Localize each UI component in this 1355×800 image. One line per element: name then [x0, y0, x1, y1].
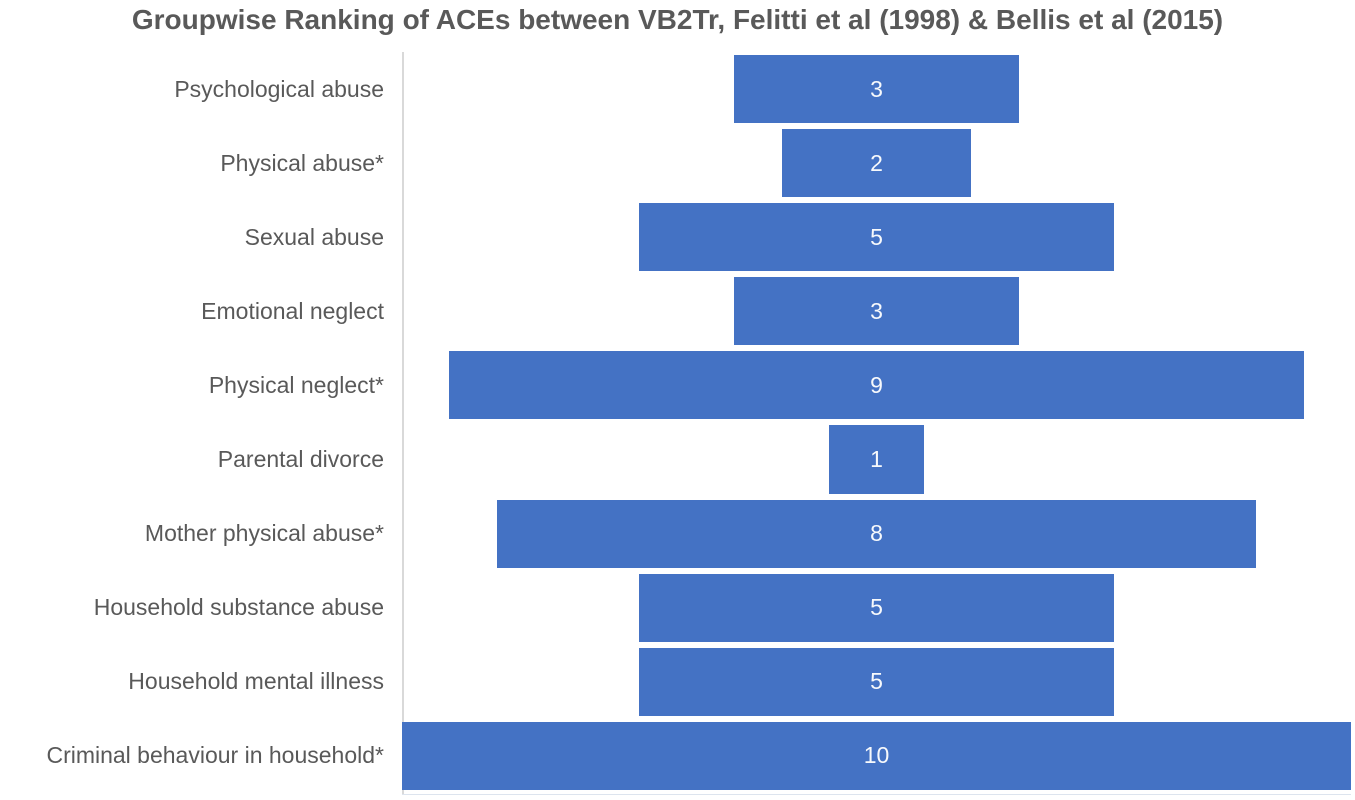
- bar-zone: 5: [402, 645, 1351, 719]
- category-label: Mother physical abuse*: [144, 520, 384, 547]
- bar-value-label: 1: [870, 446, 883, 473]
- bar-zone: 8: [402, 497, 1351, 571]
- chart-row: Sexual abuse 5: [0, 200, 1351, 274]
- chart-row: Household mental illness 5: [0, 645, 1351, 719]
- bar: 2: [781, 129, 972, 198]
- chart-row: Emotional neglect 3: [0, 274, 1351, 348]
- chart-row: Physical abuse* 2: [0, 126, 1351, 200]
- category-label: Parental divorce: [217, 446, 384, 473]
- x-axis-line: [402, 794, 1351, 795]
- chart-row: Parental divorce 1: [0, 422, 1351, 496]
- chart-title: Groupwise Ranking of ACEs between VB2Tr,…: [131, 4, 1224, 35]
- bar-zone: 10: [402, 719, 1351, 793]
- bar: 1: [829, 425, 924, 494]
- bar-zone: 1: [402, 422, 1351, 496]
- bar: 5: [639, 573, 1114, 642]
- bar-zone: 3: [402, 274, 1351, 348]
- chart-plot-area: Psychological abuse 3 Physical abuse* 2 Sexu…: [0, 52, 1351, 793]
- bar-value-label: 8: [870, 520, 883, 547]
- category-label: Psychological abuse: [174, 75, 384, 102]
- bar-zone: 5: [402, 200, 1351, 274]
- bar: 5: [639, 647, 1114, 716]
- category-label: Sexual abuse: [244, 223, 384, 250]
- category-label: Physical abuse*: [220, 149, 384, 176]
- bar: 5: [639, 203, 1114, 272]
- category-label: Household substance abuse: [93, 594, 384, 621]
- bar-value-label: 3: [870, 75, 883, 102]
- bar-value-label: 5: [870, 668, 883, 695]
- bar: 9: [449, 351, 1304, 420]
- chart-row: Physical neglect* 9: [0, 348, 1351, 422]
- chart-row: Mother physical abuse* 8: [0, 497, 1351, 571]
- bar: 8: [496, 499, 1257, 568]
- bar-value-label: 5: [870, 594, 883, 621]
- category-label: Physical neglect*: [208, 371, 384, 398]
- chart-row: Criminal behaviour in household* 10: [0, 719, 1351, 793]
- chart-row: Household substance abuse 5: [0, 571, 1351, 645]
- chart-row: Psychological abuse 3: [0, 52, 1351, 126]
- y-axis-line: [402, 52, 404, 794]
- bar-zone: 3: [402, 52, 1351, 126]
- category-label: Criminal behaviour in household*: [46, 742, 384, 769]
- bar: 3: [734, 277, 1019, 346]
- bar-zone: 2: [402, 126, 1351, 200]
- bar-value-label: 10: [863, 742, 890, 769]
- bar-value-label: 5: [870, 223, 883, 250]
- bar: 10: [402, 721, 1351, 790]
- category-label: Household mental illness: [128, 668, 384, 695]
- bar-zone: 9: [402, 348, 1351, 422]
- bar-value-label: 3: [870, 297, 883, 324]
- bar-value-label: 2: [870, 149, 883, 176]
- category-label: Emotional neglect: [201, 297, 384, 324]
- bar-zone: 5: [402, 571, 1351, 645]
- bar: 3: [734, 55, 1019, 124]
- bar-value-label: 9: [870, 371, 883, 398]
